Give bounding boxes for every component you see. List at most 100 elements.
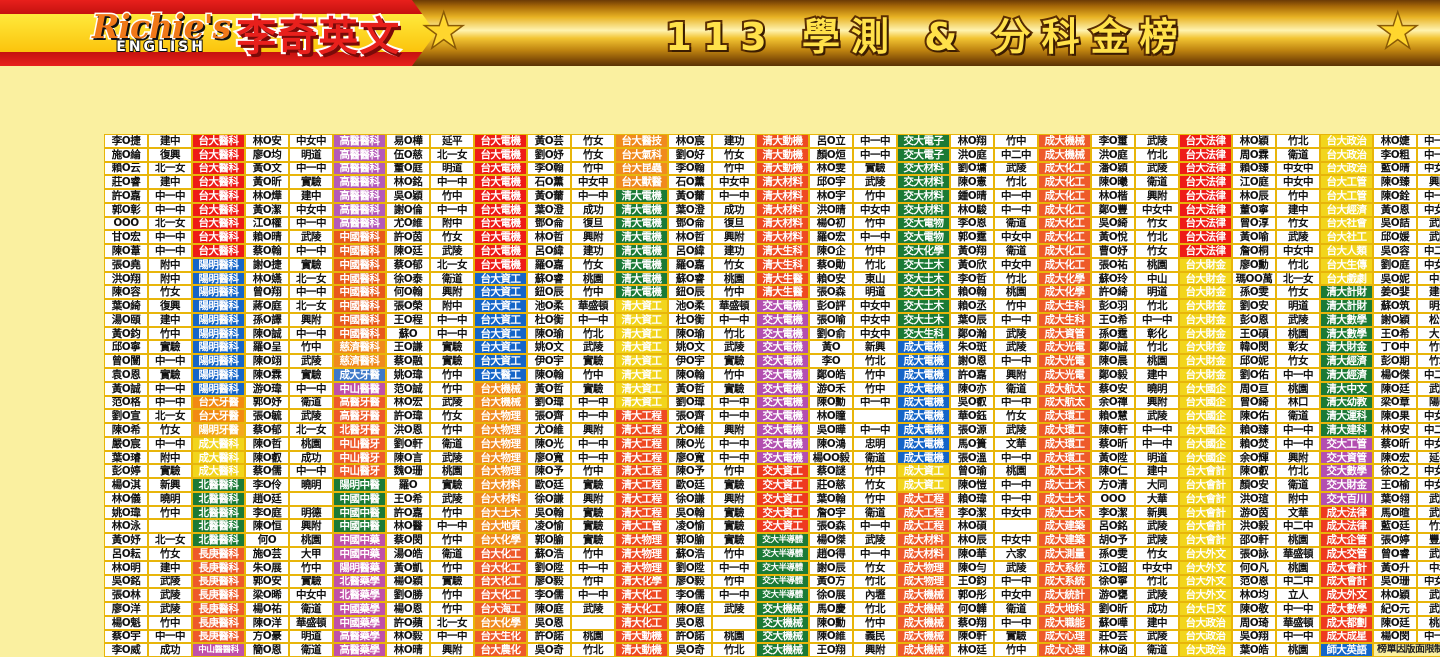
student-name: 黃O昕 xyxy=(245,175,289,190)
student-name: 黃O陞 xyxy=(1091,450,1135,465)
table-row: 胡O予 武陵 台大會計 xyxy=(1091,533,1232,547)
student-name: 顏O烜 xyxy=(809,147,853,162)
student-school: 竹女 xyxy=(1417,519,1440,534)
student-school: 中一中 xyxy=(571,312,615,327)
table-row: 謝O捷 實驗 中國醫科 xyxy=(245,257,386,272)
table-row: 劉O俞 中女中 交大生科 xyxy=(809,326,950,341)
student-name: 許O嘉 xyxy=(104,189,148,203)
admitted-department: 台大化工 xyxy=(474,574,527,589)
student-school: 中女中 xyxy=(1276,244,1320,258)
admitted-department: 清大材料 xyxy=(756,230,809,245)
student-name: 丁O中 xyxy=(1373,340,1417,355)
student-school: 武陵 xyxy=(994,326,1038,341)
student-name: 許O蘋 xyxy=(386,615,430,630)
student-name: 湯O皓 xyxy=(386,546,430,561)
student-name: 馬O簣 xyxy=(950,436,994,451)
admitted-department: 交大資工 xyxy=(756,491,809,506)
table-row: 鄭O瀚 武陵 成大資管 xyxy=(950,326,1091,341)
student-name: 張O林 xyxy=(104,588,148,603)
student-school: 竹中 xyxy=(853,216,897,231)
student-name: 林O儀 xyxy=(104,491,148,506)
student-school: 中女中 xyxy=(712,175,756,190)
admitted-department: 台大政治 xyxy=(1179,629,1232,644)
student-school: 竹北 xyxy=(1276,257,1320,272)
student-school: 中女中 xyxy=(853,326,897,341)
student-school: 竹北 xyxy=(1135,340,1179,355)
admitted-department: 台大會計 xyxy=(1179,505,1232,520)
table-row: 吳O翰 實驗 交大資工 xyxy=(668,505,809,520)
student-name: 蘇O xyxy=(386,326,430,341)
admitted-department: 中國醫科 xyxy=(333,244,386,258)
table-row: 林O毅 中一中 台大生化 xyxy=(386,629,527,644)
student-name: 林O均 xyxy=(1232,588,1276,603)
admitted-department: 台大財金 xyxy=(1179,257,1232,272)
student-name: 邱O媛 xyxy=(1373,230,1417,245)
student-name: 周O霖 xyxy=(1232,147,1276,162)
admitted-department: 台大地質 xyxy=(474,519,527,534)
student-school: 中一中 xyxy=(994,395,1038,410)
student-name: 吳O恩 xyxy=(527,615,571,630)
student-school: 中一中 xyxy=(1276,368,1320,382)
admitted-department: 台大法律 xyxy=(1179,189,1232,203)
student-name: 石O薰 xyxy=(668,175,712,190)
table-row: 林O安 中女中 高醫醫科 xyxy=(245,134,386,148)
student-name: 鄭O豐 xyxy=(1091,202,1135,217)
student-school: 武陵 xyxy=(571,602,615,616)
table-row: 陳O翊 武陵 慈濟醫科 xyxy=(245,354,386,369)
student-name: 謝O恩 xyxy=(950,354,994,369)
student-school: 武陵 xyxy=(1135,134,1179,148)
table-row: 陳O霖 實驗 成大牙醫 xyxy=(245,368,386,382)
student-school: 北一女 xyxy=(148,533,192,547)
student-school: 桃園 xyxy=(712,629,756,644)
star-icon-right: ★ xyxy=(1376,6,1418,57)
admitted-department: 台大物理 xyxy=(474,450,527,465)
admitted-department: 交大土木 xyxy=(897,285,950,300)
table-row: 徐O泰 衛道 台大資工 xyxy=(386,271,527,286)
student-school: 華盛頓 xyxy=(712,299,756,313)
student-name: 蔡O郁 xyxy=(386,257,430,272)
student-school: 竹中 xyxy=(430,560,474,575)
table-row: 林O碩 成大建築 xyxy=(950,519,1091,534)
table-row: 洪O晴 中女中 交大材料 xyxy=(809,202,950,217)
student-name: 袁O恩 xyxy=(104,368,148,382)
admitted-department: 清大計財 xyxy=(1320,299,1373,313)
table-row: 蘇O睿 桃園 清大電機 xyxy=(527,271,668,286)
table-row: 張O森 中一中 成大工程 xyxy=(809,519,950,534)
student-school: 中二中 xyxy=(1276,519,1320,534)
student-name: 吳O奇 xyxy=(527,643,571,657)
table-row: 陳O庭 武陵 清大化工 xyxy=(527,602,668,616)
student-school: 中一中 xyxy=(430,629,474,644)
student-school: 武陵 xyxy=(1417,588,1440,603)
table-row: 李O庭 明德 中國中醫 xyxy=(245,505,386,520)
table-row: 邱O宇 武陵 交大材料 xyxy=(809,175,950,190)
student-school: 中一中 xyxy=(289,244,333,258)
admitted-department: 清大工程 xyxy=(615,450,668,465)
admitted-department: 陽明中醫 xyxy=(333,478,386,492)
admitted-department: 台大化工 xyxy=(474,546,527,561)
student-school: 實驗 xyxy=(148,340,192,355)
student-school: 武陵 xyxy=(1135,533,1179,547)
table-row: 游O甕 武陵 台大外文 xyxy=(1091,588,1232,603)
table-row: 徐O展 內壢 成大機械 xyxy=(809,588,950,603)
admitted-department: 交大電機 xyxy=(756,436,809,451)
student-school: 建中 xyxy=(1417,285,1440,300)
student-school: 中女中 xyxy=(994,588,1038,603)
student-school: 中二中 xyxy=(994,147,1038,162)
column-group-5: 呂O立 中一中 交大電子 顏O烜 中一中 交大電子 林O雯 實驗 交大材料 邱O宇 武陵 交大材料 林O… xyxy=(809,134,950,657)
admitted-department: 中國中藥 xyxy=(333,546,386,561)
table-row: 姜O婓建中政大法律 xyxy=(1373,285,1440,300)
student-name: 郭O腧 xyxy=(668,533,712,547)
table-row: 彭O恩 武陵 清大數學 xyxy=(1232,312,1373,327)
student-school: 興附 xyxy=(1135,395,1179,410)
table-row: 張O毓 武陵 高醫牙醫 xyxy=(245,409,386,424)
student-school: 武陵 xyxy=(148,574,192,589)
admitted-department: 台大電機 xyxy=(474,230,527,245)
table-row: 蔡O宇 中一中 長庚醫科 xyxy=(104,629,245,644)
student-name: 莊O芸 xyxy=(1091,629,1135,644)
table-row: 范O恩 中二中 成大會計 xyxy=(1232,574,1373,589)
student-school: 竹女 xyxy=(571,257,615,272)
student-school: 竹女 xyxy=(148,285,192,300)
table-row: 蘇O 中一中 台大資工 xyxy=(386,326,527,341)
admitted-department: 中國醫科 xyxy=(333,312,386,327)
student-name: 蔡O翔 xyxy=(950,615,994,630)
